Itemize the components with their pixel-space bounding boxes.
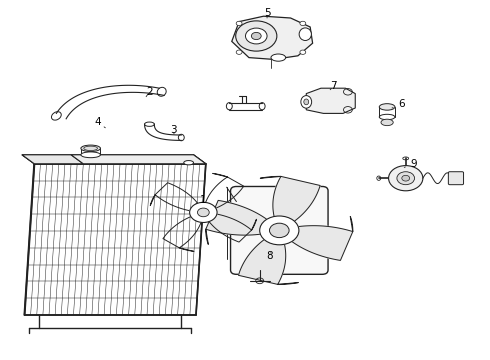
Text: 2: 2 — [146, 87, 153, 97]
Circle shape — [190, 202, 217, 222]
Circle shape — [270, 223, 289, 238]
Ellipse shape — [379, 104, 395, 110]
Ellipse shape — [81, 152, 100, 158]
Polygon shape — [206, 201, 266, 244]
Circle shape — [251, 32, 261, 40]
Text: 4: 4 — [95, 117, 105, 128]
Circle shape — [300, 21, 306, 26]
Polygon shape — [232, 16, 313, 59]
Ellipse shape — [304, 99, 309, 105]
Ellipse shape — [381, 119, 393, 126]
Polygon shape — [260, 176, 320, 221]
FancyBboxPatch shape — [448, 172, 464, 185]
Polygon shape — [239, 240, 298, 284]
Circle shape — [197, 208, 209, 217]
Polygon shape — [22, 155, 206, 164]
Polygon shape — [22, 155, 83, 164]
Text: 7: 7 — [330, 81, 337, 91]
Circle shape — [236, 50, 242, 54]
Circle shape — [236, 21, 242, 26]
FancyBboxPatch shape — [230, 186, 328, 274]
Polygon shape — [71, 155, 206, 164]
Text: 5: 5 — [264, 8, 270, 18]
Circle shape — [245, 28, 267, 44]
Text: 9: 9 — [404, 159, 417, 169]
Ellipse shape — [81, 145, 100, 152]
Ellipse shape — [299, 28, 312, 40]
Polygon shape — [293, 216, 353, 260]
Circle shape — [397, 172, 415, 185]
Ellipse shape — [271, 54, 286, 61]
Polygon shape — [306, 88, 355, 113]
Text: 3: 3 — [171, 125, 177, 135]
Circle shape — [236, 21, 277, 51]
Ellipse shape — [301, 95, 312, 108]
Text: 8: 8 — [266, 251, 273, 261]
Circle shape — [260, 216, 299, 245]
Circle shape — [300, 50, 306, 54]
Circle shape — [389, 166, 423, 191]
Text: 6: 6 — [392, 99, 405, 109]
Text: 1: 1 — [196, 195, 207, 205]
Circle shape — [402, 175, 410, 181]
Ellipse shape — [379, 114, 395, 120]
Ellipse shape — [184, 161, 194, 165]
